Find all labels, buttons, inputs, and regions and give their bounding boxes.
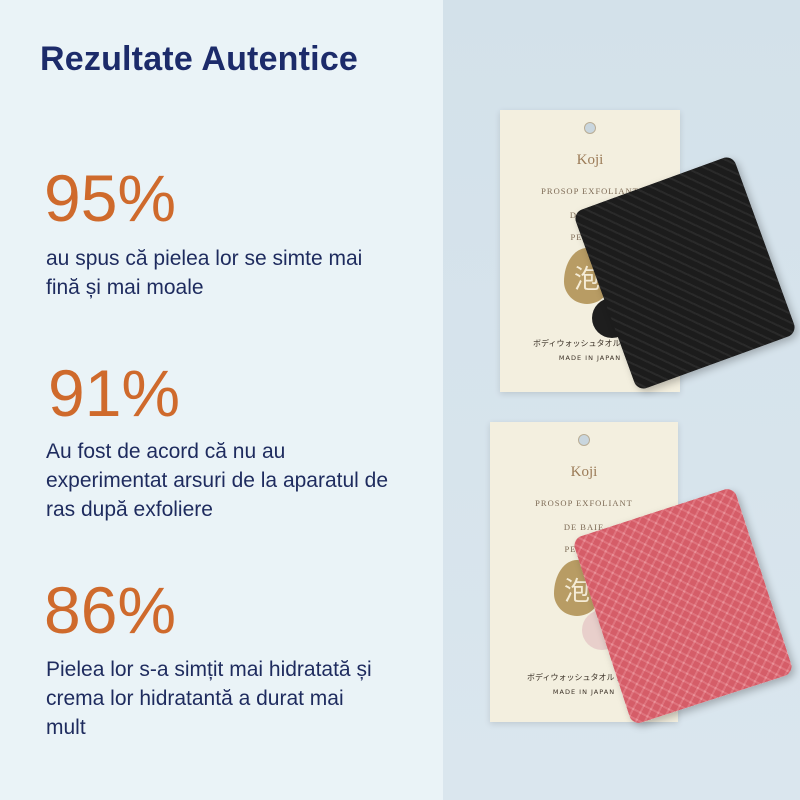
stat-desc-3: Pielea lor s-a simțit mai hidratată și c…: [46, 658, 372, 739]
stat-value-2: 91%: [48, 356, 181, 430]
brand-logo: Koji: [570, 464, 598, 480]
page-title: Rezultate Autentice: [40, 40, 359, 78]
hang-hole: [578, 434, 590, 446]
brand-logo: Koji: [576, 152, 604, 168]
left-panel: [0, 0, 443, 800]
package-japanese: ボディウォッシュタオル 泡立ち: [527, 673, 641, 682]
package-japanese: ボディウォッシュタオル 泡立ち: [533, 339, 647, 348]
hang-hole: [584, 122, 596, 134]
package-origin: MADE IN JAPAN: [558, 354, 622, 362]
package-text: PROSOP EXFOLIANT: [535, 498, 633, 508]
stat-value-1: 95%: [44, 161, 177, 235]
package-origin: MADE IN JAPAN: [552, 688, 616, 696]
stat-desc-1: au spus că pielea lor se simte mai fină …: [46, 247, 363, 299]
stat-desc-2: Au fost de acord că nu au experimentat a…: [46, 440, 389, 521]
package-text: PROSOP EXFOLIANT: [541, 186, 639, 196]
stat-value-3: 86%: [44, 573, 177, 647]
package-text: DE BAIE: [563, 522, 605, 532]
